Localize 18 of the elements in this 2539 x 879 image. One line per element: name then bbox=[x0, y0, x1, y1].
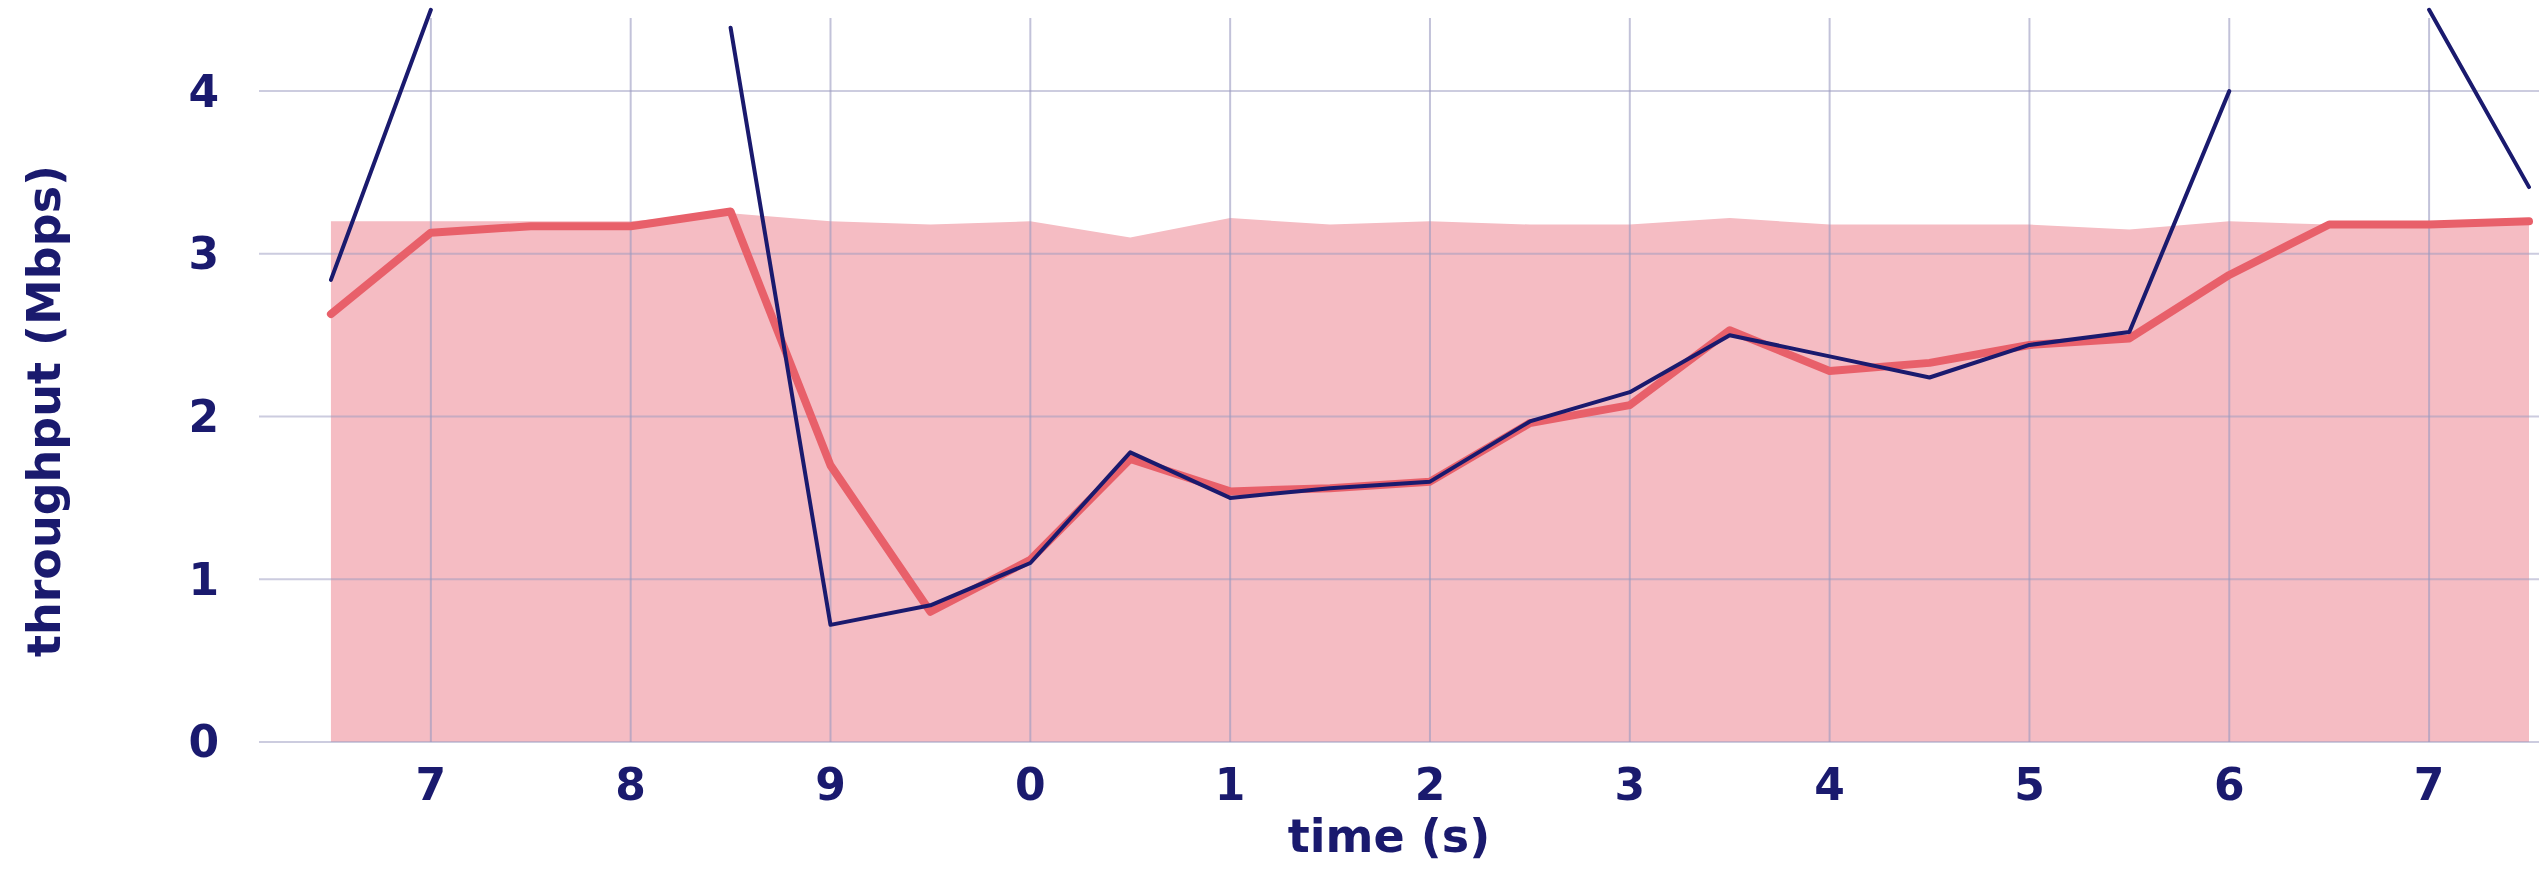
x-tick-label: 7 bbox=[2413, 759, 2445, 810]
x-tick-label: 2 bbox=[1414, 759, 1446, 810]
x-tick-label: 5 bbox=[2014, 759, 2045, 810]
x-tick-label: 9 bbox=[815, 759, 846, 810]
x-axis-title: time (s) bbox=[1287, 809, 1491, 863]
x-tick-label: 4 bbox=[1814, 759, 1845, 810]
y-tick-label: 3 bbox=[188, 228, 219, 280]
x-tick-label: 6 bbox=[2213, 759, 2245, 810]
y-axis-title: throughput (Mbps) bbox=[17, 164, 71, 658]
x-tick-label: 0 bbox=[1015, 759, 1046, 810]
y-tick-label: 2 bbox=[188, 390, 219, 442]
x-tick-label: 7 bbox=[415, 759, 447, 810]
x-tick-label: 1 bbox=[1214, 759, 1246, 810]
y-tick-label: 4 bbox=[188, 65, 219, 117]
x-tick-label: 3 bbox=[1614, 759, 1646, 810]
y-tick-label: 1 bbox=[188, 553, 219, 605]
y-tick-label: 0 bbox=[188, 716, 219, 768]
x-tick-label: 8 bbox=[615, 759, 646, 810]
